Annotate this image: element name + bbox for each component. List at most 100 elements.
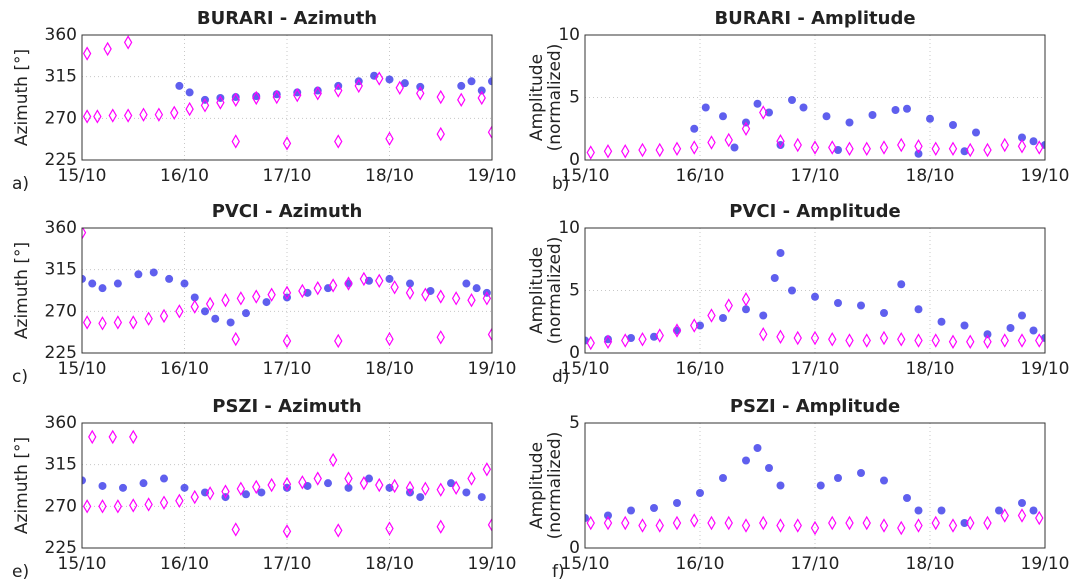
- x-tick-label: 17/10: [263, 554, 312, 574]
- dot-point: [134, 270, 143, 279]
- dot-point: [834, 299, 842, 307]
- dot-point: [175, 81, 184, 90]
- diamond-point: [724, 515, 733, 531]
- dot-point: [834, 474, 842, 482]
- diamond-point: [129, 429, 138, 445]
- y-tick-label: 270: [45, 496, 77, 516]
- panel-label: f): [552, 562, 565, 582]
- dot-point: [385, 75, 394, 84]
- y-tick-label: 315: [45, 260, 77, 280]
- diamond-point: [421, 481, 430, 496]
- diamond-point: [144, 311, 153, 326]
- dot-point: [845, 118, 854, 127]
- dot-point: [180, 279, 189, 288]
- diamond-point: [123, 35, 133, 50]
- y-tick-label: 315: [45, 67, 77, 87]
- diamond-point: [810, 140, 820, 155]
- dot-point: [344, 483, 353, 492]
- diamond-point: [741, 518, 751, 533]
- diamond-point: [231, 331, 240, 347]
- panel-label: b): [552, 174, 569, 194]
- diamond-point: [190, 489, 199, 505]
- dot-point: [701, 103, 710, 112]
- dot-point: [416, 493, 425, 502]
- diamond-point: [334, 134, 343, 149]
- x-tick-label: 19/10: [1021, 166, 1070, 186]
- diamond-point: [621, 333, 630, 348]
- diamond-point: [221, 484, 230, 499]
- diamond-point: [741, 121, 751, 136]
- dot-point: [462, 279, 471, 288]
- diamond-point: [862, 515, 871, 531]
- dot-point: [995, 506, 1003, 515]
- dot-point: [949, 121, 957, 129]
- diamond-point: [98, 499, 107, 514]
- dot-point: [313, 86, 322, 95]
- diamond-point: [252, 479, 261, 495]
- diamond-point: [724, 298, 733, 313]
- dot-point: [759, 311, 768, 320]
- y-tick-label: 270: [45, 301, 77, 321]
- x-tick-label: 16/10: [160, 359, 209, 379]
- diamond-point: [1017, 508, 1027, 523]
- diamond-point: [328, 278, 338, 293]
- diamond-point: [776, 134, 785, 149]
- y-tick-label: 10: [558, 218, 580, 238]
- y-axis-label: Amplitude: [527, 442, 547, 529]
- dot-point: [857, 469, 865, 477]
- dot-point: [937, 317, 946, 326]
- x-tick-label: 17/10: [791, 166, 840, 186]
- dot-point: [585, 514, 589, 522]
- dot-point: [257, 488, 266, 497]
- y-tick-label: 360: [45, 25, 77, 45]
- diamond-point: [724, 132, 733, 148]
- dot-point: [1029, 137, 1038, 146]
- diamond-point: [948, 141, 958, 156]
- dot-point: [185, 88, 194, 97]
- dot-point: [488, 77, 492, 86]
- diamond-point: [375, 273, 384, 288]
- x-tick-label: 16/10: [160, 166, 209, 186]
- y-tick-label: 360: [45, 413, 77, 433]
- dot-point: [788, 286, 796, 295]
- dot-point: [242, 490, 250, 499]
- dot-point: [82, 476, 86, 485]
- diamond-point: [586, 145, 595, 160]
- diamond-point: [690, 140, 699, 155]
- diamond-point: [175, 493, 184, 508]
- diamond-point: [603, 334, 613, 349]
- diamond-point: [252, 90, 261, 106]
- panel-title: PSZI - Amplitude: [730, 396, 900, 417]
- dot-point: [604, 511, 612, 520]
- diamond-point: [457, 92, 466, 108]
- diamond-point: [1000, 508, 1009, 523]
- diamond-point: [298, 283, 307, 299]
- x-tick-label: 15/10: [561, 554, 610, 574]
- dot-point: [868, 111, 877, 119]
- diamond-point: [298, 475, 307, 490]
- diamond-point: [451, 480, 461, 496]
- dot-point: [857, 301, 865, 310]
- dot-point: [82, 274, 86, 283]
- diamond-point: [487, 517, 492, 533]
- diamond-point: [793, 330, 802, 346]
- plot-area: [82, 429, 492, 539]
- diamond-point: [385, 131, 394, 146]
- dot-point: [462, 488, 471, 497]
- diamond-point: [690, 513, 699, 528]
- panel-title: BURARI - Amplitude: [714, 8, 915, 29]
- x-tick-label: 18/10: [365, 166, 414, 186]
- dot-point: [937, 506, 946, 515]
- x-tick-label: 15/10: [58, 166, 107, 186]
- dot-point: [180, 483, 189, 492]
- diamond-point: [328, 452, 338, 468]
- diamond-point: [862, 333, 871, 348]
- dot-point: [811, 292, 819, 301]
- diamond-point: [129, 498, 138, 513]
- diamond-point: [451, 291, 461, 306]
- dot-point: [1029, 326, 1038, 335]
- y-axis-label: Amplitude: [527, 247, 547, 334]
- dot-point: [753, 444, 762, 452]
- panel-label: c): [12, 367, 28, 387]
- diamond-point: [313, 471, 322, 486]
